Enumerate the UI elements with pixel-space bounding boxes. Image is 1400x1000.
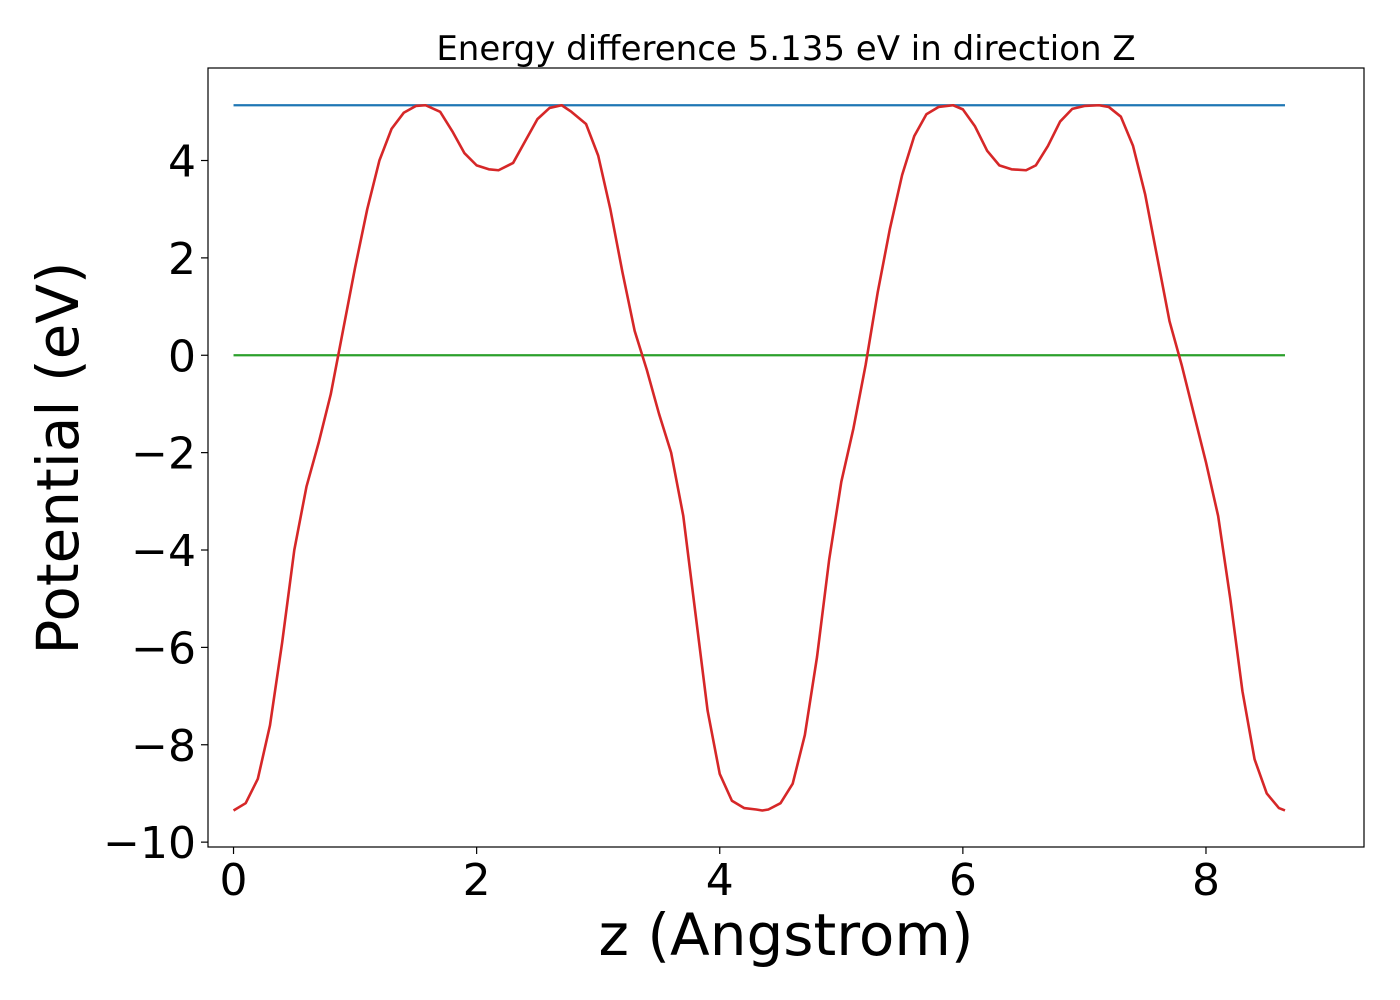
x-tick-label: 4 — [706, 855, 734, 906]
x-tick-label: 0 — [220, 855, 248, 906]
y-tick-label: 2 — [168, 234, 196, 285]
plot-area — [232, 103, 1286, 812]
series-line-2 — [232, 103, 1286, 812]
x-tick-label: 6 — [949, 855, 977, 906]
y-tick-label: −10 — [103, 818, 196, 869]
x-axis-ticks: 0 2 4 6 8 — [220, 847, 1220, 906]
y-tick-label: 0 — [168, 331, 196, 382]
y-tick-label: −4 — [131, 526, 196, 577]
x-tick-label: 8 — [1192, 855, 1220, 906]
y-tick-label: 4 — [168, 137, 196, 188]
y-axis-label: Potential (eV) — [24, 261, 92, 654]
x-tick-label: 2 — [463, 855, 491, 906]
y-tick-label: −2 — [131, 429, 196, 480]
y-tick-label: −6 — [131, 623, 196, 674]
plot-frame — [207, 67, 1365, 848]
y-axis-ticks: −10 −8 −6 −4 −2 0 2 4 — [103, 137, 208, 869]
x-axis-label: z (Angstrom) — [599, 901, 974, 969]
y-tick-label: −8 — [131, 721, 196, 772]
chart-title: Energy difference 5.135 eV in direction … — [436, 29, 1135, 69]
